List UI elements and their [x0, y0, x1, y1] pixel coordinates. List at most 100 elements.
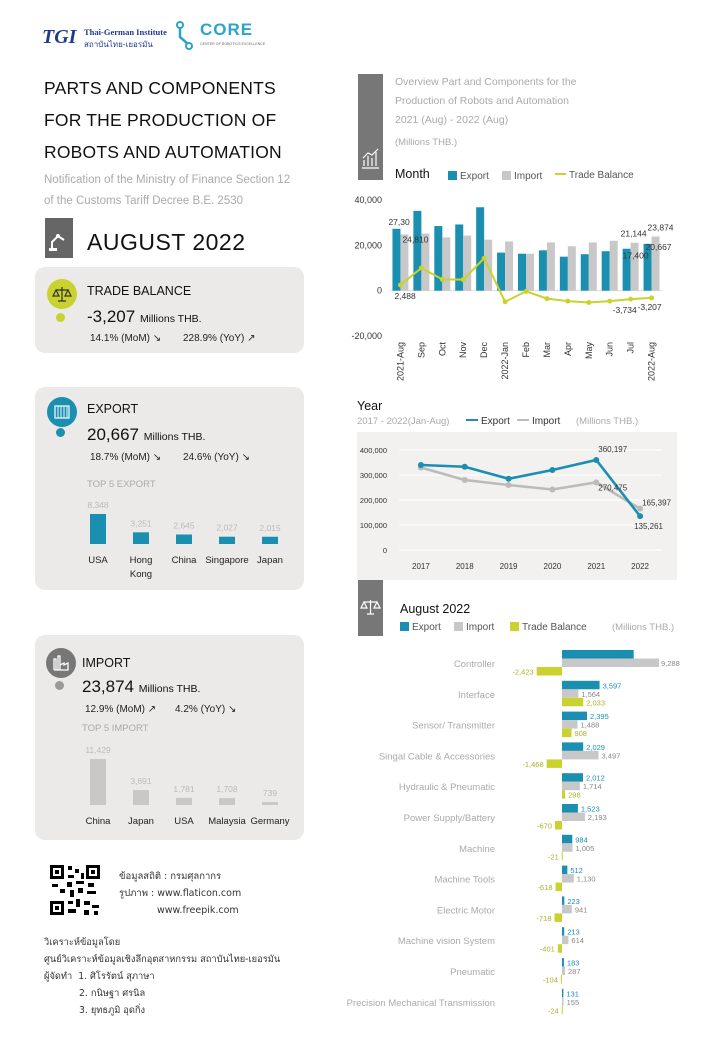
legend-swatch	[510, 622, 519, 631]
import-bar	[630, 242, 639, 291]
legend-swatch	[400, 622, 409, 631]
credits-line: วิเคราะห์ข้อมูลโดย	[44, 937, 121, 948]
import-point	[593, 479, 600, 486]
top5-export-chart: 8,348 3,251 2,645 2,027 2,015 USA Hong Kong Chin…	[87, 500, 283, 580]
cat-legend-import: Import	[454, 622, 494, 633]
top5-bar	[133, 790, 149, 805]
import-point	[637, 505, 644, 512]
page-title: PARTS AND COMPONENTS FOR THE PRODUCTION …	[44, 72, 282, 168]
top5-bar	[262, 802, 278, 805]
trade-balance-point	[649, 295, 655, 301]
top5-bar	[219, 536, 235, 544]
data-label: -3,207	[638, 302, 662, 312]
import-card	[35, 635, 304, 840]
top5-value-label: 3,251	[130, 518, 152, 528]
month-chart: -20,000 0 20,000 40,000 2021-Aug Sep Oct Nov Dec…	[351, 195, 673, 381]
trade-balance-point	[397, 282, 403, 288]
data-label: 223	[567, 897, 580, 906]
top5-category-label: Japan	[128, 816, 154, 827]
import-point	[549, 486, 556, 493]
top5-value-label: 1,781	[173, 784, 195, 794]
import-bar	[567, 246, 576, 291]
legend-swatch	[448, 171, 457, 180]
data-label: 6,865	[613, 651, 632, 660]
legend-swatch	[502, 171, 511, 180]
year-legend-export: Export	[466, 416, 510, 427]
data-label: -1,468	[522, 760, 543, 769]
category-label: Singal Cable & Accessories	[379, 751, 495, 762]
x-tick-label: 2017	[412, 562, 430, 571]
x-tick-label: Dec	[479, 342, 489, 359]
legend-swatch	[454, 622, 463, 631]
trend-up-icon: ↗	[147, 704, 157, 715]
export-mom: 18.7% (MoM) ↘	[90, 452, 161, 463]
year-chart-unit: (Millions THB.)	[576, 416, 639, 427]
export-bar	[601, 251, 610, 291]
mom: 14.1% (MoM)	[90, 333, 151, 344]
y-tick-label: 0	[377, 286, 382, 296]
robot-arm-icon	[176, 21, 193, 50]
export-bar	[562, 927, 565, 936]
export-point	[417, 462, 424, 468]
category-chart-unit: (Millions THB.)	[612, 622, 675, 633]
export-bar	[622, 248, 631, 291]
x-tick-label: 2022-Jan	[500, 342, 510, 380]
data-label: 2,012	[586, 774, 605, 783]
import-label: IMPORT	[82, 656, 131, 670]
top5-bar	[176, 797, 192, 805]
overview-line: 2021 (Aug) - 2022 (Aug)	[395, 114, 509, 126]
month-chart-title: Month	[395, 167, 430, 181]
trade-balance-point	[586, 299, 592, 305]
container-icon	[47, 397, 77, 427]
credit-name: 2. กนิษฐา ศรนิล	[79, 988, 146, 999]
export-point	[505, 475, 512, 482]
data-label: 3,497	[602, 751, 621, 760]
y-tick-label: 0	[383, 546, 387, 555]
export-bar	[559, 256, 568, 291]
import-value: 23,874 Millions THB.	[82, 677, 200, 697]
import-dot	[55, 681, 64, 690]
data-label: 1,714	[583, 782, 602, 791]
source-line: รูปภาพ : www.flaticon.com	[119, 888, 242, 899]
x-tick-label: Jun	[605, 342, 615, 357]
top5-bar	[90, 759, 106, 805]
value: 20,667	[87, 425, 139, 444]
export-bar	[562, 804, 578, 813]
trade-balance-point	[544, 296, 550, 302]
trade-balance-value: -3,207 Millions THB.	[87, 307, 202, 327]
trade-balance-bar	[561, 851, 563, 861]
value: -3,207	[87, 307, 136, 326]
year-chart-panel	[357, 432, 677, 580]
legend-label: Import	[514, 171, 543, 182]
source-text: ข้อมูลสถิติ : กรมศุลกากร รูปภาพ : www.fl…	[119, 868, 241, 919]
unit: Millions THB.	[138, 683, 201, 695]
y-tick-label: 40,000	[354, 195, 382, 205]
export-bar	[562, 711, 588, 721]
category-chart-title: August 2022	[400, 602, 471, 616]
year-chart-subtitle: 2017 - 2022(Jan-Aug)	[357, 416, 450, 427]
data-label: 135,261	[634, 522, 663, 531]
data-label: 298	[568, 791, 581, 800]
y-tick-label: 100,000	[360, 521, 387, 530]
import-bar	[442, 237, 451, 291]
legend-label: Import	[466, 622, 495, 633]
data-label: 2,033	[586, 698, 605, 707]
credits-names: ผู้จัดทำ 1. ศิโรรัตน์ สุภาษา	[44, 968, 280, 985]
legend-line-swatch	[517, 419, 529, 421]
data-label: 131	[566, 989, 579, 998]
top5-value-label: 11,429	[85, 745, 111, 755]
trade-balance-bar	[562, 790, 566, 799]
import-bar	[562, 750, 599, 760]
top5-value-label: 3,691	[130, 776, 152, 786]
category-label: Hydraulic & Pneumatic	[399, 782, 495, 793]
subtitle-line: Notification of the Ministry of Finance …	[44, 174, 291, 186]
import-line	[420, 466, 641, 510]
x-tick-label: 2018	[456, 562, 474, 571]
x-tick-label: 2022-Aug	[647, 342, 657, 381]
unit: Millions THB.	[139, 313, 202, 325]
import-bar	[562, 935, 569, 945]
robot-arm-icon	[49, 234, 65, 251]
overview-title: Overview Part and Components for the Pro…	[395, 73, 577, 130]
trade-balance-point	[418, 265, 424, 271]
category-label: Pneumatic	[450, 967, 495, 978]
